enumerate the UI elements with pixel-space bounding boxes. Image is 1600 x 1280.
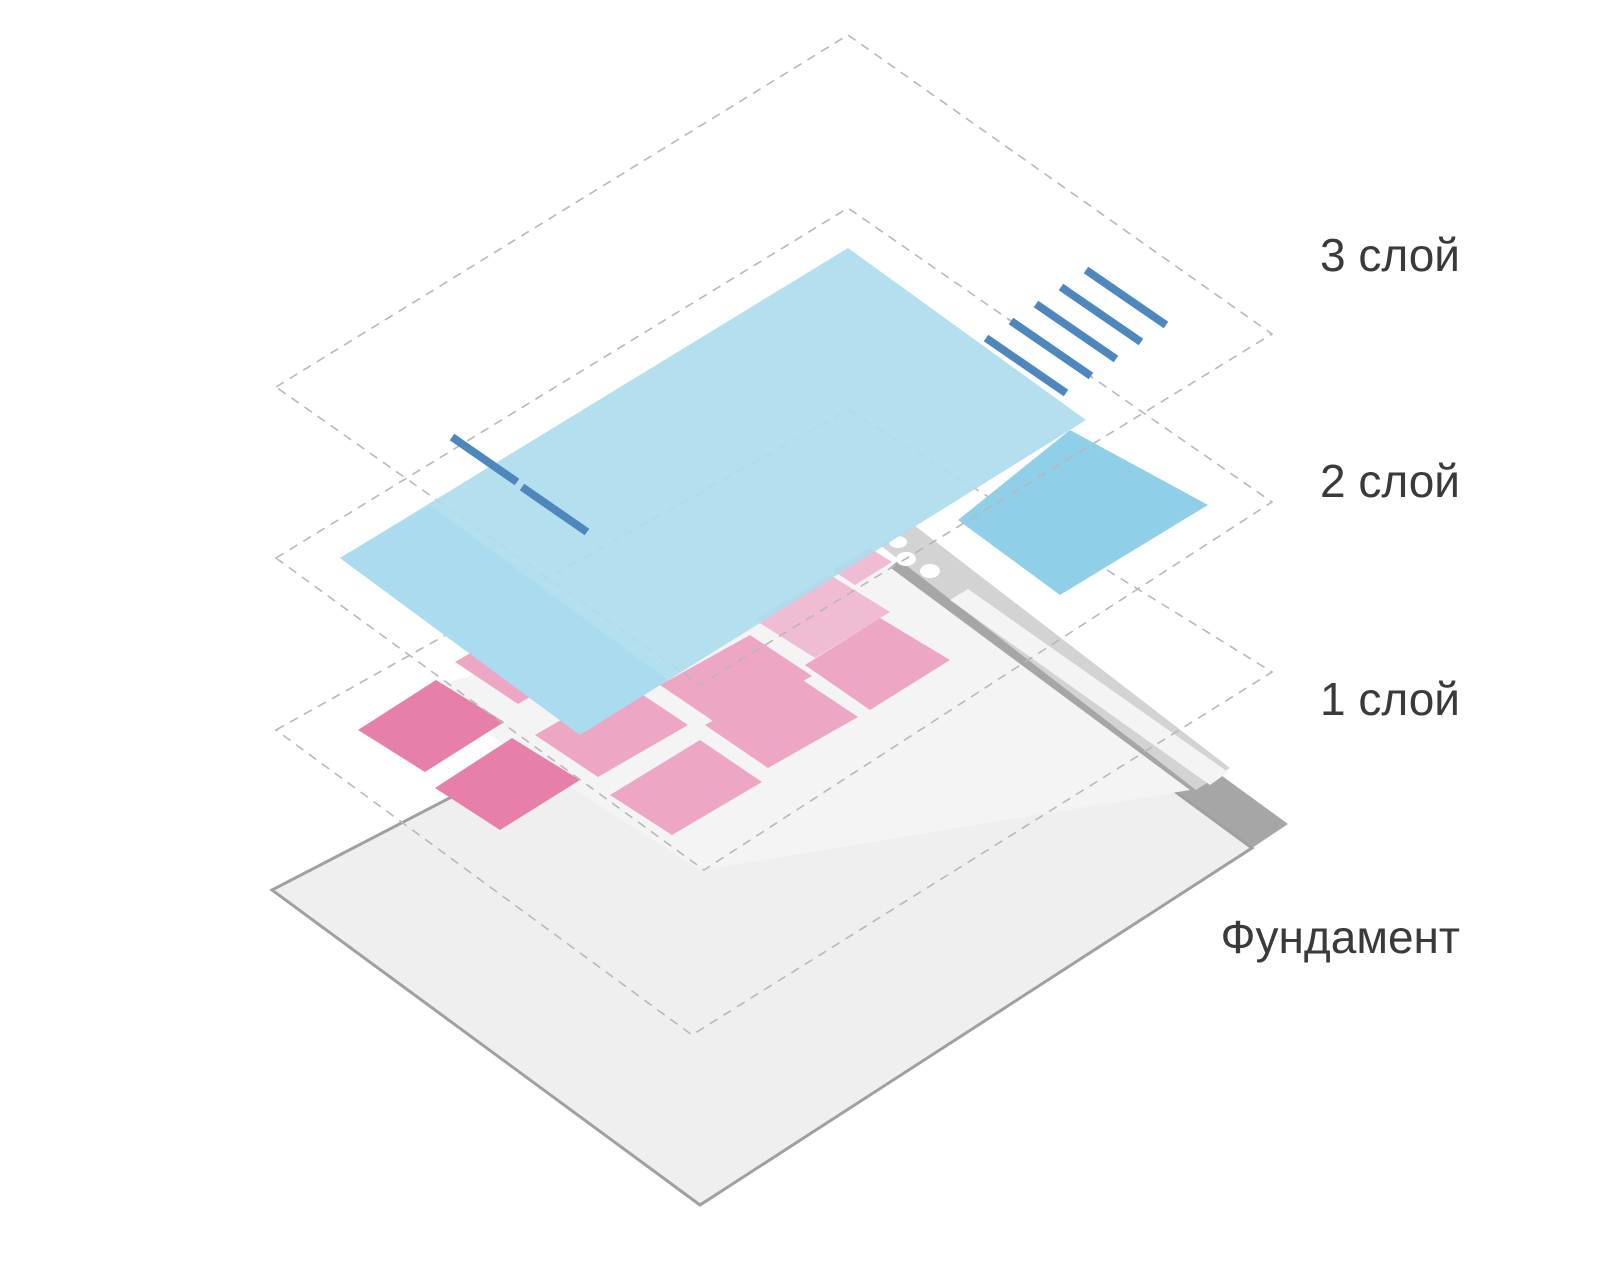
layer-3-label: 3 слой xyxy=(1320,229,1460,281)
foundation-label: Фундамент xyxy=(1220,911,1460,963)
stripe xyxy=(1008,317,1094,380)
main-panel xyxy=(340,248,1086,735)
tile xyxy=(435,738,580,830)
tile xyxy=(535,683,688,777)
layer-2-label: 2 слой xyxy=(1320,455,1460,507)
stripe xyxy=(1033,300,1119,363)
tile xyxy=(805,618,950,710)
stripe xyxy=(1058,283,1144,346)
tile xyxy=(660,635,812,727)
side-panel xyxy=(958,430,1208,595)
stripe xyxy=(519,483,590,536)
stripe xyxy=(983,334,1069,397)
layer-3-stripes xyxy=(449,266,1169,536)
tile xyxy=(610,740,762,835)
layer-2-outline xyxy=(274,207,1274,871)
tile xyxy=(755,575,890,658)
stripe xyxy=(449,433,520,486)
window-dot-icon xyxy=(920,564,940,578)
stripe xyxy=(1083,266,1169,329)
tile xyxy=(832,548,892,585)
layer-1-tiles xyxy=(358,548,950,835)
layer-1-label: 1 слой xyxy=(1320,673,1460,725)
address-bar xyxy=(950,589,1228,785)
tile xyxy=(705,675,858,768)
tile xyxy=(358,680,504,772)
